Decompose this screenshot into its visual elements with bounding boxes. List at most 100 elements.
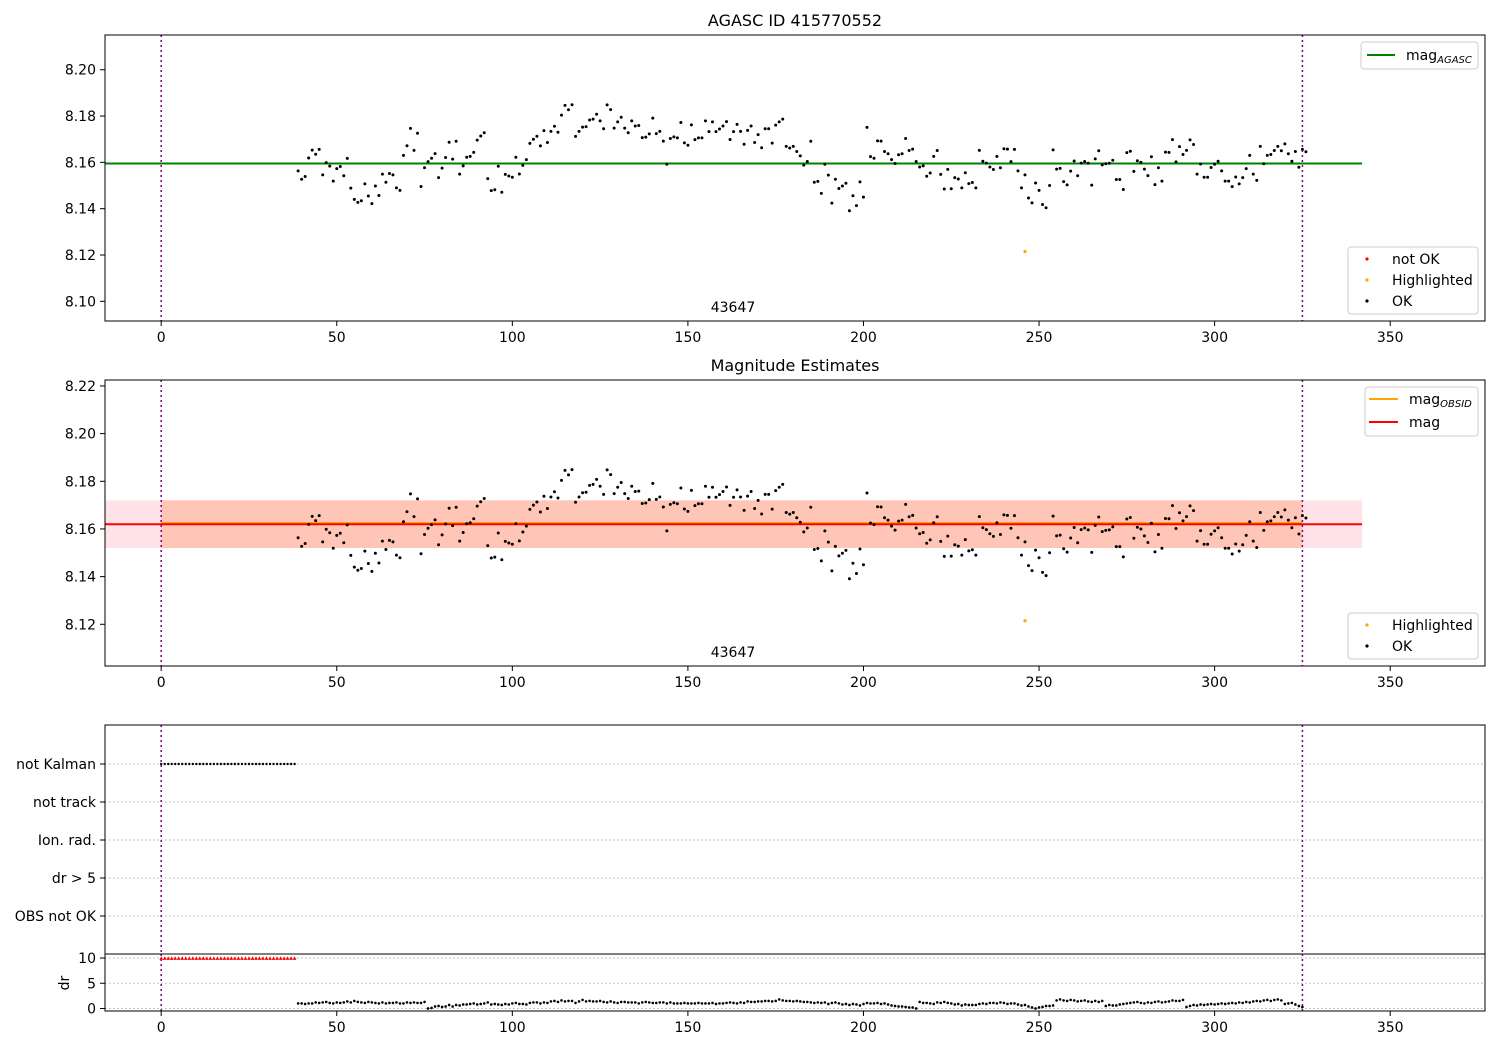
data-point — [1125, 1002, 1129, 1005]
data-point — [805, 526, 809, 530]
data-point — [813, 1001, 816, 1005]
panel-2-points — [296, 468, 1308, 623]
data-point — [1192, 509, 1196, 513]
data-point — [1058, 533, 1062, 537]
data-point — [1044, 206, 1048, 210]
data-point — [451, 157, 455, 161]
data-point — [605, 103, 609, 107]
data-point — [679, 486, 683, 490]
data-point — [1023, 540, 1027, 544]
data-point — [437, 543, 441, 547]
data-point — [514, 155, 518, 159]
data-point — [907, 515, 911, 519]
data-point — [640, 136, 644, 140]
data-point — [359, 199, 363, 203]
data-point — [1076, 174, 1080, 178]
data-point — [693, 504, 697, 508]
data-point — [974, 553, 978, 557]
data-point — [651, 116, 655, 120]
data-point — [732, 1001, 735, 1005]
dr-clipped-marker — [292, 956, 297, 960]
data-point — [703, 119, 707, 123]
data-point — [1142, 167, 1146, 171]
data-point — [781, 117, 785, 121]
data-point — [426, 1007, 430, 1010]
data-point — [412, 515, 416, 519]
data-point — [556, 496, 560, 500]
data-point — [879, 1002, 883, 1006]
data-point — [844, 548, 848, 552]
data-point — [777, 485, 781, 489]
flag-label: not Kalman — [16, 757, 96, 773]
x-tick-label: 350 — [1377, 1020, 1404, 1036]
data-point — [1037, 556, 1041, 560]
data-point — [637, 124, 641, 128]
panel-1-legend-points: not OK Highlighted OK — [1347, 246, 1479, 315]
data-point — [777, 998, 781, 1001]
data-point — [1234, 542, 1238, 546]
data-point — [728, 503, 732, 507]
data-point — [1062, 180, 1066, 184]
data-point — [1262, 999, 1266, 1002]
data-point — [1258, 511, 1262, 515]
data-point — [518, 1002, 521, 1006]
data-point — [883, 516, 887, 520]
data-point — [507, 1003, 511, 1006]
dr-clipped-marker — [254, 956, 258, 960]
data-point — [911, 147, 915, 151]
data-point — [1265, 153, 1269, 157]
data-point — [612, 126, 616, 130]
data-point — [591, 117, 595, 121]
data-point — [405, 510, 409, 514]
data-point — [1199, 162, 1203, 166]
data-point — [714, 130, 718, 134]
data-point — [781, 999, 785, 1002]
data-point — [876, 139, 880, 143]
flag-point — [209, 762, 212, 766]
data-point — [704, 1002, 707, 1005]
data-point — [1079, 161, 1083, 165]
data-point — [433, 518, 437, 522]
panel-1-title: AGASC ID 415770552 — [708, 11, 882, 30]
data-point — [928, 171, 932, 175]
data-point — [830, 1001, 834, 1005]
dr-clipped-marker — [271, 956, 276, 960]
data-point — [1041, 203, 1045, 207]
data-point — [1255, 999, 1259, 1003]
data-point — [897, 519, 901, 523]
data-point — [472, 150, 476, 154]
data-point — [598, 999, 602, 1003]
data-point — [591, 1000, 595, 1003]
data-point — [1216, 526, 1220, 530]
x-tick-label: 300 — [1201, 675, 1228, 691]
data-point — [574, 134, 578, 138]
data-point — [310, 148, 314, 152]
legend-2-ok: OK — [1392, 639, 1413, 655]
flag-point — [159, 762, 163, 766]
data-point — [1209, 165, 1213, 169]
x-tick-label: 50 — [328, 1020, 346, 1036]
data-point — [307, 156, 311, 160]
flag-point — [198, 762, 202, 766]
x-tick-label: 300 — [1201, 1020, 1228, 1036]
data-point — [1276, 511, 1280, 515]
data-point — [689, 488, 693, 492]
data-point — [1125, 151, 1129, 155]
legend-mag-label: mag — [1409, 415, 1440, 431]
data-point — [331, 546, 335, 550]
dr-points — [159, 956, 1304, 1010]
data-point — [868, 155, 872, 159]
data-point — [391, 173, 395, 177]
flag-point — [219, 762, 223, 766]
data-point — [577, 129, 581, 133]
data-point — [507, 541, 511, 545]
data-point — [1223, 546, 1227, 550]
data-point — [430, 1006, 433, 1010]
data-point — [1234, 1002, 1237, 1005]
flag-point — [205, 762, 209, 766]
flag-point — [240, 762, 244, 766]
data-point — [342, 1001, 346, 1004]
data-point — [552, 490, 556, 494]
data-point — [525, 1003, 528, 1006]
data-point — [402, 1002, 405, 1005]
